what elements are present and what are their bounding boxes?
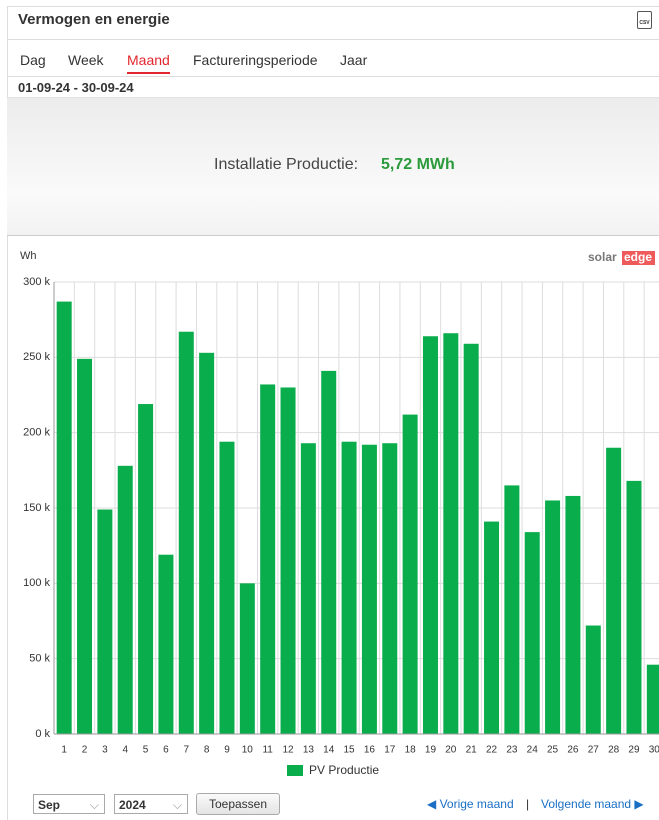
x-tick-label: 5: [143, 745, 149, 756]
bar: [341, 441, 357, 734]
x-tick-label: 23: [506, 745, 518, 756]
summary-box: [7, 97, 659, 236]
bar: [565, 495, 581, 734]
x-tick-label: 19: [425, 745, 437, 756]
bar: [484, 521, 500, 734]
separator: |: [526, 797, 530, 811]
bar: [199, 352, 215, 734]
logo-bg: [622, 251, 655, 265]
next-text: Volgende maand: [541, 797, 632, 811]
y-tick-label: 250 k: [23, 351, 50, 363]
bar: [239, 583, 255, 734]
bar: [260, 384, 276, 734]
year-value: 2024: [119, 798, 146, 812]
x-tick-label: 28: [608, 745, 620, 756]
tab[interactable]: Maand: [127, 52, 170, 74]
x-tick-label: 30: [649, 745, 659, 756]
divider: [7, 39, 659, 40]
bar: [219, 441, 235, 734]
tab[interactable]: Factureringsperiode: [193, 52, 318, 68]
x-tick-label: 18: [405, 745, 417, 756]
x-tick-label: 2: [82, 745, 88, 756]
x-tick-label: 25: [547, 745, 559, 756]
bar: [178, 331, 194, 734]
x-tick-label: 3: [102, 745, 108, 756]
x-tick-label: 29: [628, 745, 640, 756]
x-tick-label: 12: [282, 745, 294, 756]
x-tick-label: 8: [204, 745, 210, 756]
y-axis-label: Wh: [20, 250, 37, 262]
bar: [382, 443, 398, 734]
bar: [524, 532, 540, 734]
legend-swatch: [287, 765, 303, 776]
x-tick-label: 22: [486, 745, 498, 756]
bar: [504, 485, 520, 734]
y-tick-label: 150 k: [23, 502, 50, 514]
month-select[interactable]: Sep ⌵: [33, 794, 105, 814]
bar: [402, 414, 418, 734]
chart: Wh solar edge 0 k 50 k 100 k 150 k 200 k 250 …: [20, 250, 659, 777]
bar: [422, 336, 438, 734]
x-tick-label: 9: [224, 745, 230, 756]
summary-label: Installatie Productie:: [214, 156, 359, 173]
bar: [585, 625, 601, 734]
apply-button[interactable]: Toepassen: [196, 793, 280, 815]
prev-text: Vorige maand: [439, 797, 514, 811]
bar: [443, 333, 459, 734]
x-tick-label: 24: [527, 745, 539, 756]
month-value: Sep: [38, 798, 61, 812]
x-tick-label: 17: [384, 745, 396, 756]
x-tick-label: 4: [122, 745, 128, 756]
panel-frame: [7, 6, 659, 820]
x-tick-label: 21: [466, 745, 478, 756]
bar: [321, 370, 337, 734]
year-select[interactable]: 2024 ⌵: [114, 794, 188, 814]
summary-value: 5,72 MWh: [381, 156, 455, 173]
x-tick-label: 1: [61, 745, 67, 756]
bar: [280, 387, 296, 734]
x-tick-label: 13: [303, 745, 315, 756]
logo-part2: edge: [624, 250, 652, 264]
x-tick-label: 15: [344, 745, 356, 756]
legend-label: PV Productie: [309, 763, 379, 777]
x-tick-label: 26: [567, 745, 579, 756]
x-tick-label: 6: [163, 745, 169, 756]
csv-export[interactable]: CSV: [637, 11, 652, 29]
y-tick-label: 300 k: [23, 276, 50, 288]
y-tick-label: 0 k: [35, 728, 50, 740]
bar: [463, 343, 479, 734]
bar: [138, 404, 154, 734]
y-tick-label: 50 k: [29, 653, 50, 665]
panel-title: Vermogen en energie: [18, 11, 170, 28]
bar: [97, 509, 113, 734]
bar: [646, 664, 659, 734]
x-tick-label: 20: [445, 745, 457, 756]
bar: [361, 444, 377, 734]
divider: [7, 76, 659, 77]
x-tick-label: 11: [262, 745, 273, 756]
bar: [77, 358, 93, 734]
period: 01-09-24 - 30-09-24: [18, 80, 134, 95]
bar: [545, 500, 561, 734]
logo-part1: solar: [588, 250, 617, 264]
tab[interactable]: Jaar: [340, 52, 368, 68]
tab[interactable]: Week: [68, 52, 104, 68]
bar: [158, 554, 174, 734]
x-tick-label: 7: [183, 745, 189, 756]
y-tick-label: 200 k: [23, 427, 50, 439]
y-tick-label: 100 k: [23, 577, 50, 589]
bar: [56, 301, 72, 734]
x-tick-label: 14: [323, 745, 335, 756]
prev-link[interactable]: ◀ Vorige maand: [427, 797, 514, 811]
bar: [117, 465, 133, 734]
bar: [626, 480, 642, 734]
x-tick-label: 16: [364, 745, 376, 756]
x-tick-label: 10: [242, 745, 254, 756]
bar: [300, 443, 316, 734]
next-link[interactable]: Volgende maand ▶: [541, 797, 644, 811]
tab[interactable]: Dag: [20, 52, 46, 68]
x-tick-label: 27: [588, 745, 600, 756]
bar: [606, 447, 622, 734]
